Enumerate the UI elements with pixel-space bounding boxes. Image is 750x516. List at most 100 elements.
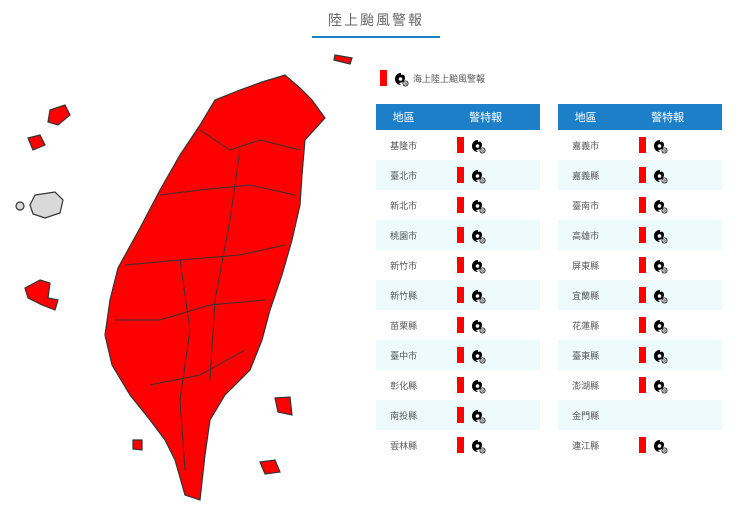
table-row: 嘉義縣 ⑩ [558, 160, 722, 190]
region-orchid-island [259, 459, 281, 475]
warning-swatch [457, 167, 465, 183]
typhoon-icon: ⑩ [470, 288, 486, 304]
svg-text:⑩: ⑩ [663, 448, 667, 453]
region-name: 雲林縣 [390, 441, 418, 452]
region-name: 宜蘭縣 [558, 280, 614, 310]
table-row: 臺南市 ⑩ [558, 190, 722, 220]
table-row: 臺東縣 ⑩ [558, 340, 722, 370]
warning-swatch [639, 137, 647, 153]
region-kinmen [29, 191, 64, 219]
table-row: 嘉義市 ⑩ [558, 130, 722, 160]
warning-cell: ⑩ [613, 220, 722, 250]
svg-text:⑩: ⑩ [663, 268, 667, 273]
warning-swatch [457, 437, 465, 453]
warning-swatch [639, 437, 647, 453]
svg-text:⑩: ⑩ [481, 298, 485, 303]
table-row: 桃園市 ⑩ [376, 220, 540, 250]
warning-cell: ⑩ [431, 370, 540, 400]
svg-text:⑩: ⑩ [481, 268, 485, 273]
region-name: 基隆市 [390, 141, 418, 152]
warning-swatch [457, 287, 465, 303]
svg-text:⑩: ⑩ [481, 358, 485, 363]
typhoon-icon: ⑩ [393, 71, 409, 87]
svg-text:⑩: ⑩ [663, 388, 667, 393]
warning-cell: ⑩ [613, 130, 722, 160]
region-name: 新北市 [390, 201, 418, 212]
region-name: 臺北市 [376, 160, 432, 190]
warning-swatch [457, 347, 465, 363]
table-row: 新北市 ⑩ [376, 190, 540, 220]
typhoon-icon: ⑩ [470, 228, 486, 244]
table-row: 苗栗縣 ⑩ [376, 310, 540, 340]
table-row: 花蓮縣 ⑩ [558, 310, 722, 340]
warning-cell: ⑩ [431, 160, 540, 190]
typhoon-icon: ⑩ [652, 138, 668, 154]
typhoon-icon: ⑩ [652, 168, 668, 184]
svg-text:⑩: ⑩ [481, 238, 485, 243]
warning-cell: ⑩ [431, 130, 540, 160]
region-name: 花蓮縣 [572, 321, 600, 332]
region-penghu [24, 279, 59, 311]
region-pengjia [333, 54, 353, 65]
warning-swatch [457, 257, 465, 273]
taiwan-warning-map [15, 54, 353, 501]
warning-swatch [639, 197, 647, 213]
warning-cell: ⑩ [431, 250, 540, 280]
region-matsu-2 [27, 134, 46, 151]
warning-swatch [639, 377, 647, 393]
region-name: 金門縣 [558, 400, 614, 430]
typhoon-icon: ⑩ [652, 318, 668, 334]
table-row: 連江縣 ⑩ [558, 430, 722, 460]
region-name: 臺中市 [376, 340, 432, 370]
warning-cell: ⑩ [431, 340, 540, 370]
svg-text:⑩: ⑩ [663, 358, 667, 363]
warning-swatch [639, 167, 647, 183]
table-row: 宜蘭縣 ⑩ [558, 280, 722, 310]
warning-swatch [639, 257, 647, 273]
region-name: 澎湖縣 [572, 381, 600, 392]
region-name: 嘉義市 [572, 141, 600, 152]
region-name: 屏東縣 [572, 261, 600, 272]
table-row: 新竹市 ⑩ [376, 250, 540, 280]
svg-text:⑩: ⑩ [663, 238, 667, 243]
warning-cell: ⑩ [613, 190, 722, 220]
header-region: 地區 [558, 104, 614, 130]
svg-text:⑩: ⑩ [481, 388, 485, 393]
svg-text:⑩: ⑩ [663, 298, 667, 303]
table-row: 基隆市 ⑩ [376, 130, 540, 160]
typhoon-icon: ⑩ [652, 228, 668, 244]
typhoon-icon: ⑩ [470, 318, 486, 334]
warning-swatch [639, 227, 647, 243]
table-row: 高雄市 ⑩ [558, 220, 722, 250]
typhoon-icon: ⑩ [652, 288, 668, 304]
header-warning: 警特報 [431, 104, 540, 130]
region-name: 桃園市 [376, 220, 432, 250]
typhoon-icon: ⑩ [470, 168, 486, 184]
typhoon-icon: ⑩ [652, 438, 668, 454]
warning-cell: ⑩ [431, 400, 540, 430]
region-liuqiu [132, 439, 143, 451]
legend-warning-swatch [380, 70, 387, 86]
warning-swatch [457, 407, 465, 423]
header-warning: 警特報 [613, 104, 722, 130]
warning-swatch [457, 377, 465, 393]
typhoon-icon: ⑩ [652, 378, 668, 394]
warning-cell: ⑩ [431, 430, 540, 460]
page-title: 陸上颱風警報 [312, 10, 440, 38]
warning-cell: ⑩ [613, 310, 722, 340]
legend: ⑩ 海上陸上颱風警報 [380, 70, 485, 87]
typhoon-icon: ⑩ [470, 408, 486, 424]
warning-cell: ⑩ [431, 310, 540, 340]
warning-cell: ⑩ [431, 190, 540, 220]
header-region: 地區 [376, 104, 432, 130]
region-taiwan-main [104, 74, 326, 501]
region-name: 南投縣 [376, 400, 432, 430]
svg-text:⑩: ⑩ [481, 148, 485, 153]
warning-swatch [639, 347, 647, 363]
svg-text:⑩: ⑩ [663, 328, 667, 333]
warning-cell: ⑩ [431, 280, 540, 310]
table-row: 南投縣 ⑩ [376, 400, 540, 430]
warning-swatch [457, 317, 465, 333]
svg-text:⑩: ⑩ [663, 178, 667, 183]
warning-swatch [457, 227, 465, 243]
